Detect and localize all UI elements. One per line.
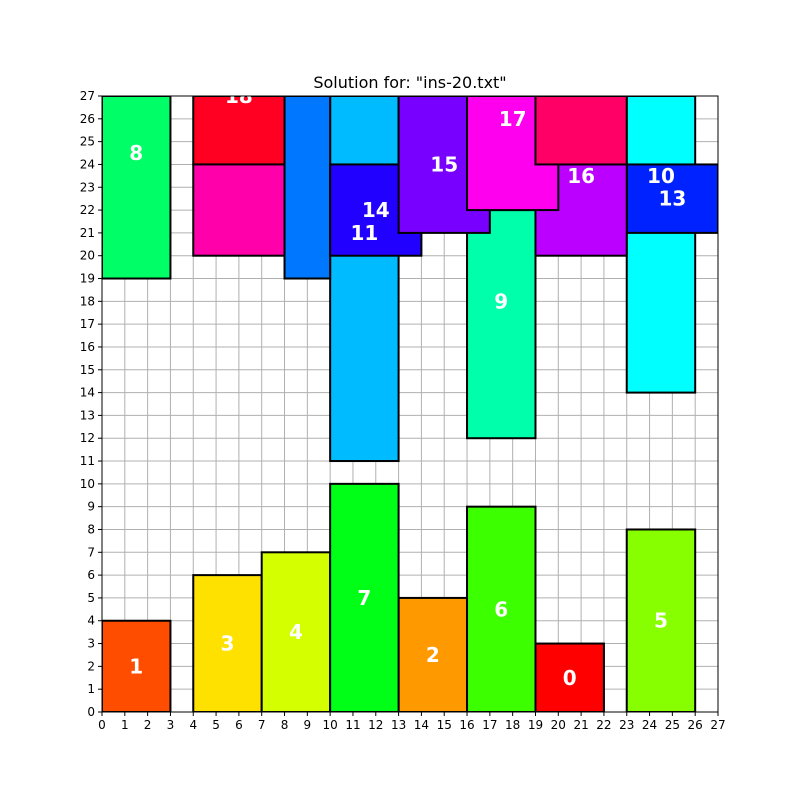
x-tick-label: 21 [573, 718, 588, 732]
y-tick-label: 9 [87, 500, 95, 514]
x-tick-label: 25 [665, 718, 680, 732]
x-tick-label: 9 [304, 718, 312, 732]
y-tick-label: 14 [80, 386, 95, 400]
rect-7 [329, 482, 400, 712]
x-tick-label: 5 [212, 718, 220, 732]
rect-10 [625, 96, 697, 394]
y-tick-label: 13 [80, 408, 95, 422]
x-tick-label: 17 [482, 718, 497, 732]
x-tick-label: 0 [98, 718, 106, 732]
y-tick-label: 22 [80, 203, 95, 217]
x-tick-label: 23 [619, 718, 634, 732]
y-axis-ticks: 0123456789101112131415161718192021222324… [80, 89, 102, 719]
y-tick-label: 25 [80, 135, 95, 149]
rect-4 [260, 551, 332, 712]
y-tick-label: 18 [80, 294, 95, 308]
y-tick-label: 4 [87, 614, 95, 628]
x-tick-label: 19 [528, 718, 543, 732]
rect-9 [466, 209, 537, 440]
rect-label-14: 14 [362, 198, 390, 222]
y-tick-label: 15 [80, 363, 95, 377]
rect-label-11: 11 [350, 221, 378, 245]
x-tick-label: 16 [459, 718, 474, 732]
x-tick-label: 13 [391, 718, 406, 732]
rect-label-5: 5 [654, 609, 668, 633]
y-tick-label: 7 [87, 545, 95, 559]
rect-20 [534, 96, 628, 166]
x-tick-label: 10 [323, 718, 338, 732]
y-tick-label: 27 [80, 89, 95, 103]
rect-label-1: 1 [129, 654, 143, 678]
x-tick-label: 22 [596, 718, 611, 732]
x-tick-label: 27 [710, 718, 725, 732]
y-tick-label: 21 [80, 226, 95, 240]
rect-label-0: 0 [563, 666, 577, 690]
y-tick-label: 11 [80, 454, 95, 468]
x-tick-label: 7 [258, 718, 266, 732]
x-tick-label: 14 [414, 718, 429, 732]
x-tick-label: 18 [505, 718, 520, 732]
rect-label-4: 4 [289, 620, 303, 644]
rect-8 [102, 96, 172, 280]
x-tick-label: 8 [281, 718, 289, 732]
y-tick-label: 8 [87, 522, 95, 536]
x-tick-label: 11 [345, 718, 360, 732]
y-tick-label: 0 [87, 705, 95, 719]
x-axis-ticks: 0 1 2 3 4 5 6 7 8 9 10 11 12 13 14 15 16 17 18 19 20 21 22 23 24… [98, 712, 726, 732]
y-tick-label: 5 [87, 591, 95, 605]
rect-label-3: 3 [221, 632, 235, 656]
rect-label-10: 10 [647, 164, 675, 188]
x-tick-label: 12 [368, 718, 383, 732]
x-tick-label: 15 [437, 718, 452, 732]
x-tick-label: 20 [551, 718, 566, 732]
rect-5 [625, 528, 697, 712]
y-tick-label: 12 [80, 431, 95, 445]
chart-title: Solution for: "ins-20.txt" [313, 73, 506, 92]
rect-label-17: 17 [499, 107, 527, 131]
y-tick-label: 23 [80, 180, 95, 194]
rect-13 [625, 163, 718, 234]
y-tick-label: 26 [80, 112, 95, 126]
x-tick-label: 4 [189, 718, 197, 732]
x-tick-label: 2 [144, 718, 152, 732]
x-tick-label: 26 [688, 718, 703, 732]
rect-label-9: 9 [494, 289, 508, 313]
rect-label-7: 7 [357, 586, 371, 610]
y-tick-label: 24 [80, 157, 95, 171]
x-tick-label: 1 [121, 718, 129, 732]
rect-label-6: 6 [494, 597, 508, 621]
y-tick-label: 3 [87, 637, 95, 651]
rect-2 [397, 596, 469, 712]
y-tick-label: 6 [87, 568, 95, 582]
rectangles-layer [102, 96, 718, 712]
x-tick-label: 3 [167, 718, 175, 732]
rect-6 [466, 505, 537, 712]
x-tick-label: 6 [235, 718, 243, 732]
rect-12 [283, 96, 332, 280]
rect-label-8: 8 [129, 141, 143, 165]
y-tick-label: 19 [80, 272, 95, 286]
y-tick-label: 2 [87, 659, 95, 673]
rect-labels-layer: 0 1 2 3 4 5 6 7 8 9 10 11 13 14 15 16 17 18 [129, 84, 686, 690]
y-tick-label: 20 [80, 249, 95, 263]
y-tick-label: 1 [87, 682, 95, 696]
rect-19 [192, 163, 286, 257]
rect-label-15: 15 [430, 152, 458, 176]
y-tick-label: 10 [80, 477, 95, 491]
x-tick-label: 24 [642, 718, 657, 732]
rect-label-13: 13 [658, 187, 686, 211]
plot-frame [101, 95, 719, 713]
y-tick-label: 16 [80, 340, 95, 354]
rect-label-16: 16 [567, 164, 595, 188]
rect-label-2: 2 [426, 643, 440, 667]
rect-label-18: 18 [225, 84, 253, 108]
y-tick-label: 17 [80, 317, 95, 331]
rect-3 [192, 574, 263, 712]
rect-11 [329, 96, 400, 463]
